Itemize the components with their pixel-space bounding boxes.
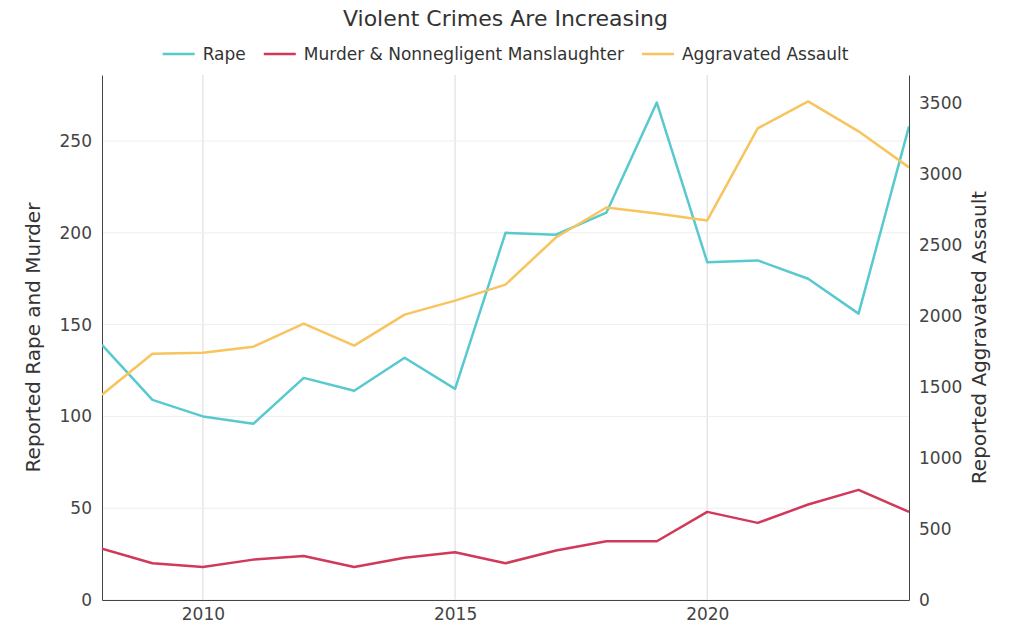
series-line: [102, 490, 909, 567]
series-line: [102, 101, 909, 394]
x-axis: 2010 2015 2020: [103, 600, 910, 624]
tick: 2010: [182, 600, 225, 624]
tick-label: 2020: [686, 604, 729, 624]
tick-label: 50: [70, 498, 92, 518]
tick: 100: [60, 406, 102, 426]
tick-label: 500: [919, 519, 951, 539]
tick-label: 3500: [919, 93, 962, 113]
grid-line: [202, 75, 204, 600]
legend-item: Aggravated Assault: [642, 44, 849, 64]
tick: 150: [60, 315, 102, 335]
tick: 250: [60, 131, 102, 151]
chart: 2010201520200501001502002500500100015002…: [0, 0, 1011, 631]
y2-axis-title: Reported Aggravated Assault: [967, 191, 991, 485]
tick: 3000: [909, 164, 962, 184]
tick: 0: [81, 590, 102, 610]
tick: 2500: [909, 235, 962, 255]
grid-line: [707, 75, 709, 600]
tick: 1000: [909, 448, 962, 468]
series-line: [102, 103, 909, 424]
tick-label: 2500: [919, 235, 962, 255]
grid-line: [454, 75, 456, 600]
legend-item: Rape: [163, 44, 246, 64]
tick-label: 2000: [919, 306, 962, 326]
tick: 0: [909, 590, 930, 610]
grid-line: [102, 141, 909, 142]
grid-line: [102, 508, 909, 509]
y-axis-title: Reported Rape and Murder: [21, 202, 45, 473]
legend-item: Murder & Nonnegligent Manslaughter: [264, 44, 624, 64]
tick-label: 150: [60, 315, 92, 335]
legend-swatch: [642, 53, 674, 56]
grid: [102, 75, 909, 600]
tick: 3500: [909, 93, 962, 113]
axis-line: [102, 76, 103, 601]
tick-label: 2015: [434, 604, 477, 624]
tick: 50: [70, 498, 102, 518]
tick-label: 3000: [919, 164, 962, 184]
title: Violent Crimes Are Increasing: [343, 6, 668, 31]
tick: 2020: [686, 600, 729, 624]
tick-label: 0: [919, 590, 930, 610]
legend: Rape Murder & Nonnegligent Manslaughter Ag…: [163, 44, 849, 64]
tick-label: 100: [60, 406, 92, 426]
legend-label: Aggravated Assault: [682, 44, 849, 64]
legend-label: Rape: [203, 44, 246, 64]
tick: 2000: [909, 306, 962, 326]
legend-swatch: [264, 53, 296, 56]
legend-label: Murder & Nonnegligent Manslaughter: [304, 44, 624, 64]
lines: [102, 101, 909, 567]
tick-label: 250: [60, 131, 92, 151]
y-axis: 0 50 100 150 200 250: [60, 76, 103, 610]
tick-label: 1000: [919, 448, 962, 468]
tick-label: 0: [81, 590, 92, 610]
legend-swatch: [163, 53, 195, 56]
tick: 200: [60, 223, 102, 243]
axis-line: [909, 76, 910, 601]
grid-line: [102, 600, 909, 601]
tick-label: 2010: [182, 604, 225, 624]
tick: 1500: [909, 377, 962, 397]
grid-line: [102, 324, 909, 325]
plot-area: 2010201520200501001502002500500100015002…: [60, 75, 963, 624]
tick: 2015: [434, 600, 477, 624]
tick-label: 1500: [919, 377, 962, 397]
axis-line: [103, 600, 910, 601]
y2-axis: 0 500 1000 1500 2000 2500 3000 3500: [909, 76, 962, 610]
tick: 500: [909, 519, 951, 539]
grid-line: [102, 416, 909, 417]
tick-label: 200: [60, 223, 92, 243]
